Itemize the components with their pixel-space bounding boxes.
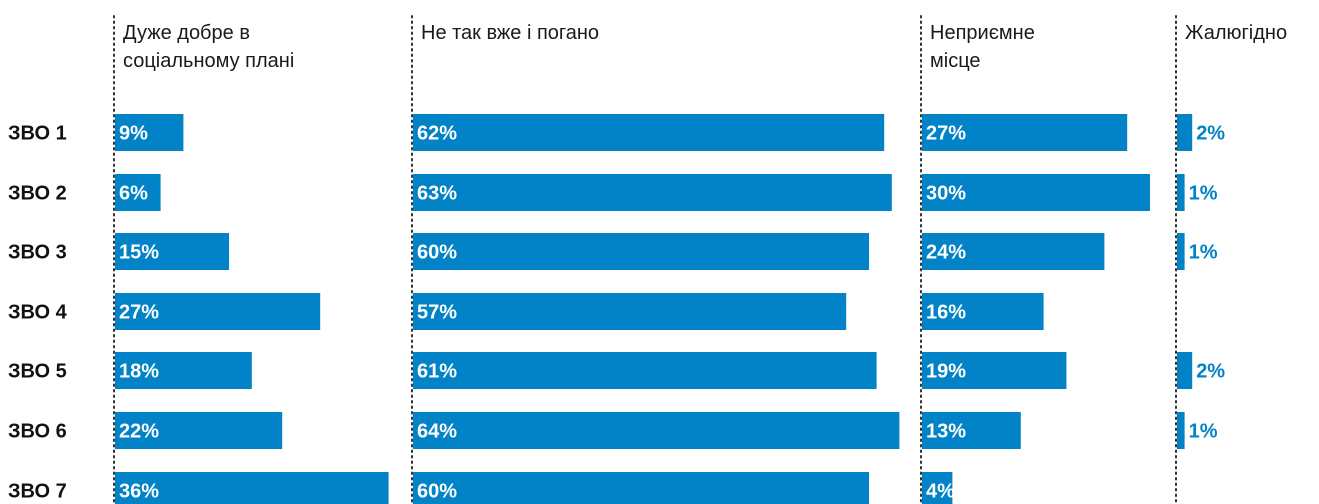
column-header: Неприємне (930, 22, 1035, 44)
bar (115, 293, 321, 330)
row-labels: ЗВО 1 ЗВО 2 ЗВО 3 ЗВО 4 ЗВО 5 ЗВО 6 ЗВО 7 (8, 123, 68, 503)
value-label: 2% (1196, 361, 1225, 383)
value-label: 24% (926, 242, 966, 264)
value-label: 27% (926, 123, 966, 145)
column-separators (113, 15, 1177, 504)
value-label: 57% (417, 302, 457, 324)
bar (1177, 233, 1185, 270)
value-label: 1% (1189, 183, 1218, 205)
value-label: 62% (417, 123, 457, 145)
bar (1177, 412, 1185, 449)
bar (922, 412, 1021, 449)
value-label: 36% (119, 481, 159, 503)
column-header: соціальному плані (123, 50, 294, 72)
column-header: Жалюгідно (1185, 22, 1287, 44)
value-labels: 9% 6% 15% 27% 18% 22% 36% 62% 63% 60% 57% 61% 64% 60%… (119, 123, 1225, 503)
value-label: 60% (417, 481, 457, 503)
column-header: Дуже добре в (123, 22, 250, 44)
bar (115, 233, 229, 270)
bar (115, 174, 161, 211)
bar (922, 114, 1128, 151)
value-label: 9% (119, 123, 148, 145)
row-label: ЗВО 4 (8, 302, 68, 324)
bar (115, 412, 283, 449)
value-label: 19% (926, 361, 966, 383)
value-label: 16% (926, 302, 966, 324)
value-label: 18% (119, 361, 159, 383)
bar (922, 472, 953, 504)
column-header: Не так вже і погано (421, 22, 599, 44)
bar (413, 293, 847, 330)
bar (413, 114, 885, 151)
bar (922, 293, 1044, 330)
bar (115, 352, 252, 389)
bar (1177, 114, 1193, 151)
value-label: 6% (119, 183, 148, 205)
bar (413, 472, 869, 504)
value-label: 27% (119, 302, 159, 324)
bar (413, 412, 900, 449)
value-label: 1% (1189, 421, 1218, 443)
value-label: 30% (926, 183, 966, 205)
row-label: ЗВО 7 (8, 481, 67, 503)
row-label: ЗВО 6 (8, 421, 67, 443)
bar (922, 174, 1150, 211)
bar (115, 472, 389, 504)
bar (922, 352, 1067, 389)
row-label: ЗВО 2 (8, 183, 67, 205)
column-headers: Дуже добре в соціальному плані Не так вже … (123, 22, 1287, 72)
bar (413, 352, 877, 389)
bar (922, 233, 1105, 270)
bar (413, 174, 892, 211)
bar (413, 233, 869, 270)
bar (115, 114, 184, 151)
row-label: ЗВО 3 (8, 242, 67, 264)
value-label: 4% (926, 481, 955, 503)
value-label: 64% (417, 421, 457, 443)
value-label: 63% (417, 183, 457, 205)
value-label: 13% (926, 421, 966, 443)
bar (1177, 352, 1193, 389)
column-header: місце (930, 50, 981, 72)
value-label: 1% (1189, 242, 1218, 264)
value-label: 60% (417, 242, 457, 264)
bar (1177, 174, 1185, 211)
value-label: 22% (119, 421, 159, 443)
bar-marks (115, 114, 1193, 504)
row-label: ЗВО 5 (8, 361, 67, 383)
value-label: 2% (1196, 123, 1225, 145)
value-label: 15% (119, 242, 159, 264)
row-label: ЗВО 1 (8, 123, 67, 145)
value-label: 61% (417, 361, 457, 383)
